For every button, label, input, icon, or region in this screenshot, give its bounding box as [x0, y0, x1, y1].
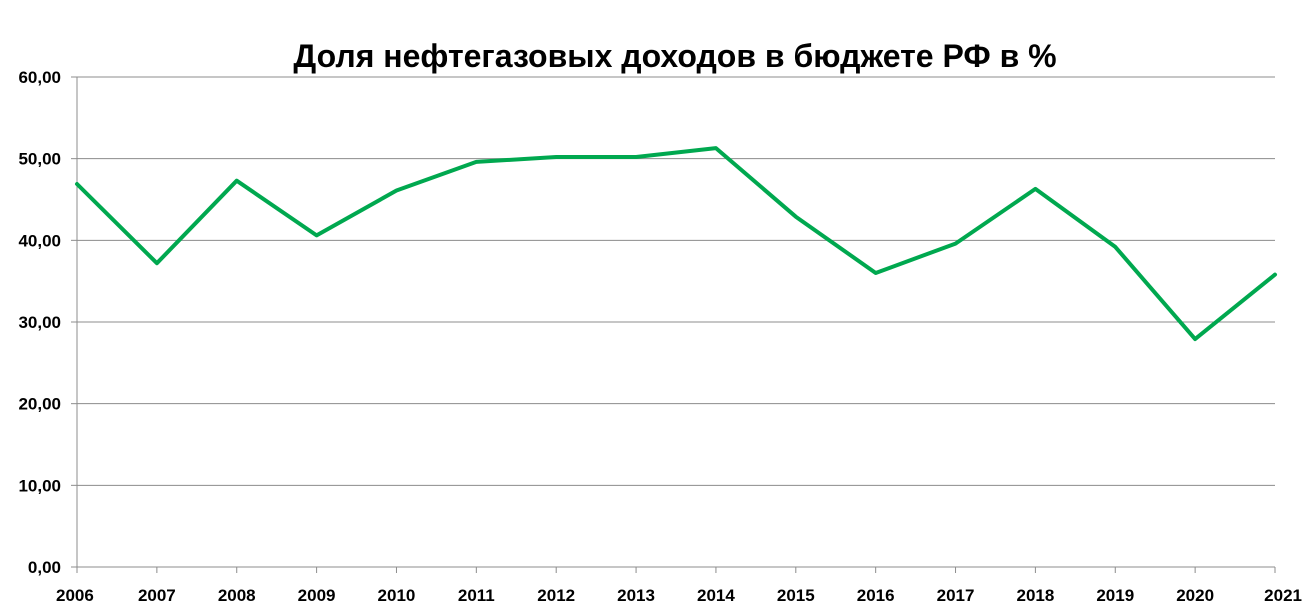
x-tick-label: 2015 — [777, 586, 815, 605]
x-tick-label: 2014 — [697, 586, 735, 605]
chart-title: Доля нефтегазовых доходов в бюджете РФ в… — [293, 38, 1056, 74]
x-tick-label: 2018 — [1016, 586, 1054, 605]
y-tick-label: 40,00 — [18, 231, 61, 250]
series-line — [75, 146, 1277, 342]
x-tick-label: 2021 — [1264, 586, 1302, 605]
x-tick-label: 2006 — [56, 586, 94, 605]
x-tick-label: 2013 — [617, 586, 655, 605]
x-tick-label: 2008 — [218, 586, 256, 605]
y-tick-label: 50,00 — [18, 150, 61, 169]
y-axis-ticks: 0,00 10,00 20,00 30,00 40,00 50,00 60,00 — [18, 68, 77, 577]
series-lines — [75, 146, 1277, 342]
x-tick-label: 2016 — [857, 586, 895, 605]
x-tick-label: 2007 — [138, 586, 176, 605]
x-tick-label: 2010 — [378, 586, 416, 605]
gridlines — [77, 76, 1275, 486]
x-tick-label: 2019 — [1096, 586, 1134, 605]
x-tick-label: 2020 — [1176, 586, 1214, 605]
y-tick-label: 30,00 — [18, 313, 61, 332]
y-tick-label: 10,00 — [18, 476, 61, 495]
x-tick-label: 2017 — [937, 586, 975, 605]
x-axis-ticks: 2006 2007 2008 2009 2010 2011 2012 2013 2014 2015… — [56, 567, 1302, 605]
y-tick-label: 0,00 — [28, 558, 61, 577]
y-tick-label: 60,00 — [18, 68, 61, 87]
x-tick-label: 2012 — [537, 586, 575, 605]
y-tick-label: 20,00 — [18, 395, 61, 414]
x-tick-label: 2011 — [458, 586, 495, 605]
x-tick-label: 2009 — [298, 586, 336, 605]
